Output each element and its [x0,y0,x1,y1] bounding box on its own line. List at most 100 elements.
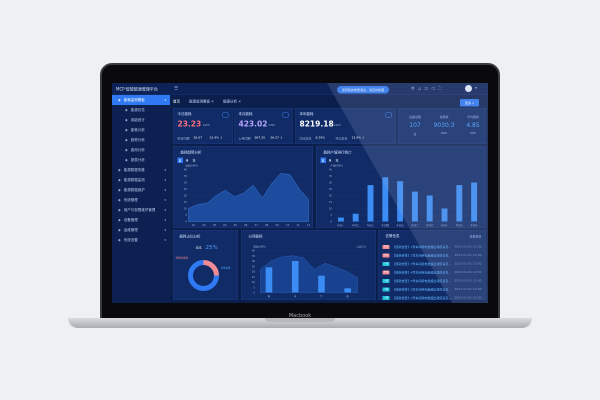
laptop-brand: Macbook [288,313,312,319]
dashboard: MCP·智能能源管理平台 ☰ 您有新的告警消息，请及时处理 ⚙△◻▭⛶ ▾ ◈ 能… [112,83,488,303]
alert-level-badge: 严重 [382,270,390,275]
more-button[interactable]: 更多 ∨ [460,99,480,107]
tab-analysis[interactable]: 能源分析 × [223,99,242,104]
sidebar-item[interactable]: ◈ 能耗分析 [112,125,170,135]
period-button-label[interactable]: 年 [193,158,196,163]
menu-icon: ◈ [118,208,121,212]
alert-row[interactable]: 一般 【能耗告警】3号车间用电量超出阈值请及时处理 2021-01-01 12:00 [382,260,482,269]
menu-icon: ◈ [118,238,121,242]
alert-level-badge: 一般 [382,278,390,283]
sidebar-item[interactable]: ◈ 设备管理 ▾ [112,215,170,225]
y-tick-label: 15 [252,275,256,279]
stat-unit: kWh [469,131,477,136]
bar [265,267,273,293]
x-tick-label: 11 [296,223,300,227]
alert-text: 【能耗告警】6号车间用电量超出阈值请及时处理 [392,288,452,292]
period-button-label[interactable]: 日 [179,159,182,163]
period-button[interactable] [177,157,184,164]
alert-text: 【能耗告警】5号车间用电量超出阈值请及时处理 [392,279,452,284]
stat-value: 9030.3 [433,121,455,129]
y-tick-label: 10 [252,280,256,284]
sidebar-item[interactable]: ◈ 用户与权限维护管理 ▾ [112,205,170,215]
card-value: 23.23 [177,119,202,129]
y-tick-label: 0 [330,220,332,224]
line-series [260,255,358,293]
card-change: 13.9% ↓ [351,136,365,140]
sidebar-item[interactable]: ◈ 能耗监测看板 ▾ [112,95,170,105]
alert-row[interactable]: 严重 【能耗告警】2号车间用电量超出阈值请及时处理 2021-01-01 12:00 [382,251,482,260]
sidebar-item[interactable]: ◈ 趋势分析 [112,135,170,145]
chevron-down-icon: ▾ [164,238,166,242]
period-button[interactable] [320,157,327,164]
menu-icon: ◈ [125,158,128,162]
y-tick-label: 35 [329,174,333,178]
card-unit: kWh [268,123,276,128]
x-tick-label: 06 [244,223,248,227]
x-tick-label: 08 [265,223,269,227]
sidebar-item[interactable]: ◈ 用能统计 [112,115,170,125]
period-button-label[interactable]: 日 [322,159,325,163]
chart-title: 能耗产值排行统计 [324,150,352,155]
x-tick-label: 车间五 [396,223,404,227]
alerts-more-link[interactable]: 查看更多 [469,235,482,239]
alert-row[interactable]: 一般 【能耗告警】5号车间用电量超出阈值请及时处理 2021-01-01 12:00 [382,277,482,286]
alert-row[interactable]: 严重 【能耗告警】4号车间用电量超出阈值请及时处理 2021-01-01 12:00 [382,268,482,277]
sidebar-item[interactable]: ◈ 系统设置 ▾ [112,235,170,245]
y-tick-label: 20 [329,194,333,198]
y-axis-label: 产值(kWh) [331,164,343,168]
slice-label: 高能耗设备 [176,256,189,260]
card-value: 8219.18 [299,119,334,129]
sidebar-item[interactable]: ◈ 能源数据监测 ▾ [112,175,170,185]
sidebar-item-label: 能源总览 [130,108,145,112]
menu-fold-icon[interactable]: ☰ [174,86,179,91]
menu-icon: ◈ [118,228,121,232]
x-tick-label: 09 [276,223,280,227]
alert-time: 2021-01-01 12:00 [454,262,482,266]
chevron-down-icon: ▾ [164,168,166,172]
sidebar-item[interactable]: ◈ 运维管理 ▾ [112,225,170,235]
tab-home[interactable]: 首页 [173,99,180,104]
y-tick-label: 35 [252,254,256,258]
chevron-down-icon: ▾ [164,198,166,202]
period-button-label[interactable]: 月 [329,159,332,163]
chart-title: 分项能耗 [249,234,263,239]
sidebar-item[interactable]: ◈ 能源总览 [112,105,170,115]
x-tick-label: 车间八 [441,223,449,227]
alert-row[interactable]: 一般 【能耗告警】6号车间用电量超出阈值请及时处理 2021-01-01 12:00 [382,285,482,294]
calendar-icon [385,112,392,118]
center-label: 占比 [196,245,202,250]
pie-slice [188,260,219,291]
x-tick-label: 03 [213,223,217,227]
period-button-label[interactable]: 月 [186,159,189,163]
chevron-down-icon[interactable]: ▾ [475,86,477,90]
x-tick-label: 气 [320,294,323,298]
notice-button[interactable]: 您有新的告警消息，请及时处理 [337,86,390,94]
sidebar-item[interactable]: ◈ 能源数据采集 ▾ [112,165,170,175]
period-button-label[interactable]: 年 [336,158,339,163]
x-tick-label: 车间三 [367,223,375,227]
sidebar-item[interactable]: ◈ 报表分析 [112,155,170,165]
x-tick-label: 水 [294,294,297,298]
top-bar: MCP·智能能源管理平台 ☰ 您有新的告警消息，请及时处理 ⚙△◻▭⛶ ▾ [112,83,488,95]
laptop-base [68,318,532,328]
stat-label: 总能耗 [439,115,449,120]
x-tick-label: 车间九 [456,223,464,227]
sidebar-item-label: 能源数据维护 [123,188,145,192]
sidebar-item[interactable]: ◈ 能源数据维护 ▾ [112,185,170,195]
avatar[interactable] [465,85,472,92]
alert-time: 2021-01-01 12:00 [454,296,482,300]
sidebar-item[interactable]: ◈ 费用分析 [112,145,170,155]
card-change: 56.27 ↓ [270,136,283,140]
menu-icon: ◈ [118,198,121,202]
tab-monitor[interactable]: 能源监测看板 × [189,99,215,104]
alert-row[interactable]: 严重 【能耗告警】1号车间用电量超出阈值请及时处理 2021-01-01 12:00 [382,243,482,252]
alert-row[interactable]: 一般 【能耗告警】7号车间用电量超出阈值请及时处理 2021-01-01 12:00 [382,294,482,303]
app-title: MCP·智能能源管理平台 [116,87,158,92]
sidebar-item[interactable]: ◈ 系统管理 ▾ [112,195,170,205]
toolbar-icons[interactable]: ⚙△◻▭⛶ [411,86,446,91]
bar [367,185,374,222]
alert-time: 2021-01-01 12:00 [454,279,482,283]
chevron-down-icon: ▾ [164,188,166,192]
card-compare-value: 6.29% [315,136,326,140]
x-tick-label: 车间七 [426,223,434,227]
